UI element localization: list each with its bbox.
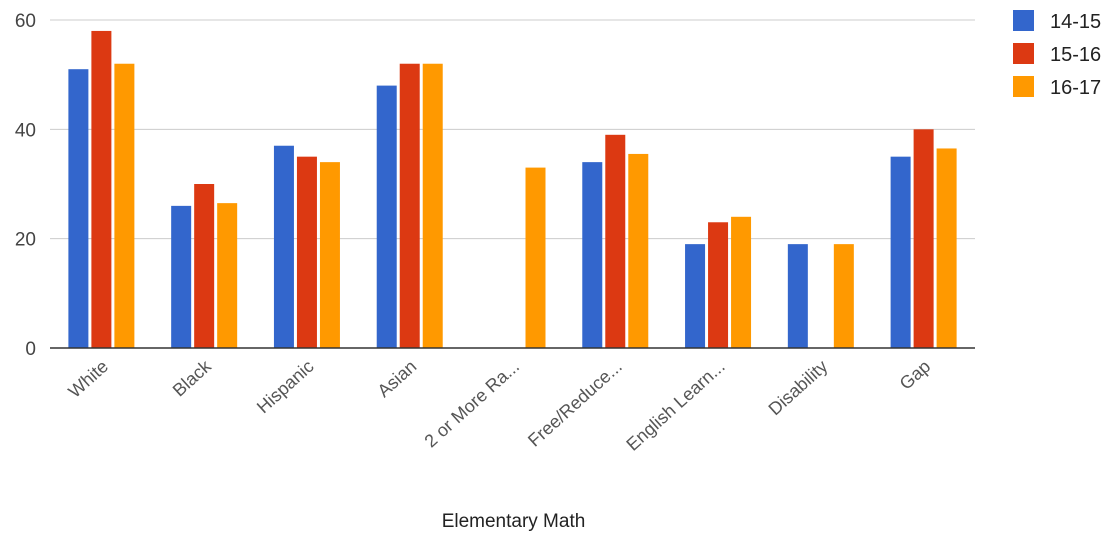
x-category-label: Disability	[765, 356, 832, 419]
bar-14-15-White	[68, 69, 89, 348]
bar-14-15-Gap	[890, 156, 911, 348]
bar-15-16-Asian	[399, 63, 420, 348]
bar-14-15-Black	[171, 205, 192, 348]
y-tick-label: 40	[15, 120, 36, 141]
legend: 14-15 15-16 16-17	[1013, 10, 1101, 99]
bar-14-15-Asian	[376, 85, 397, 348]
legend-swatch	[1013, 43, 1034, 64]
x-category-label: Asian	[374, 356, 421, 401]
y-tick-label: 0	[25, 339, 36, 360]
bar-15-16-Gap	[913, 129, 934, 348]
bar-16-17-Gap	[936, 148, 957, 348]
legend-label: 15-16	[1050, 44, 1101, 66]
bar-16-17-Disability	[833, 244, 854, 348]
bar-16-17-Asian	[422, 63, 443, 348]
legend-label: 14-15	[1050, 11, 1101, 33]
bar-16-17-English Learn...	[731, 216, 752, 348]
bar-14-15-Hispanic	[273, 145, 294, 348]
bar-14-15-Free/Reduce...	[582, 162, 603, 348]
bar-16-17-White	[114, 63, 135, 348]
y-tick-label: 20	[15, 230, 36, 251]
x-category-label: White	[64, 356, 112, 402]
legend-swatch	[1013, 10, 1034, 31]
y-tick-label: 60	[15, 11, 36, 32]
bar-15-16-Black	[194, 184, 215, 348]
bar-15-16-Hispanic	[296, 156, 317, 348]
y-axis-ticks: 0 20 40 60	[15, 11, 36, 360]
x-category-label: Hispanic	[253, 356, 318, 417]
bar-16-17-Black	[217, 203, 238, 348]
x-axis-categories: White Black Hispanic Asian 2 or More Ra... Fr…	[64, 355, 934, 454]
legend-label: 16-17	[1050, 77, 1101, 99]
x-category-label: Black	[169, 355, 216, 400]
x-category-label: Free/Reduce...	[524, 356, 626, 451]
bar-15-16-Free/Reduce...	[605, 134, 626, 348]
x-category-label: Gap	[896, 356, 935, 394]
x-axis-title: Elementary Math	[442, 511, 586, 532]
legend-swatch	[1013, 76, 1034, 97]
bar-16-17-Free/Reduce...	[628, 153, 649, 348]
bar-14-15-Disability	[787, 244, 808, 348]
x-category-label: 2 or More Ra...	[421, 356, 524, 451]
bars	[68, 30, 957, 349]
bar-16-17-Hispanic	[319, 162, 340, 348]
bar-15-16-English Learn...	[708, 222, 729, 348]
bar-15-16-White	[91, 30, 112, 349]
x-category-label: English Learn...	[622, 356, 728, 455]
bar-14-15-English Learn...	[685, 244, 706, 348]
bar-16-17-2 or More Ra...	[525, 167, 546, 348]
